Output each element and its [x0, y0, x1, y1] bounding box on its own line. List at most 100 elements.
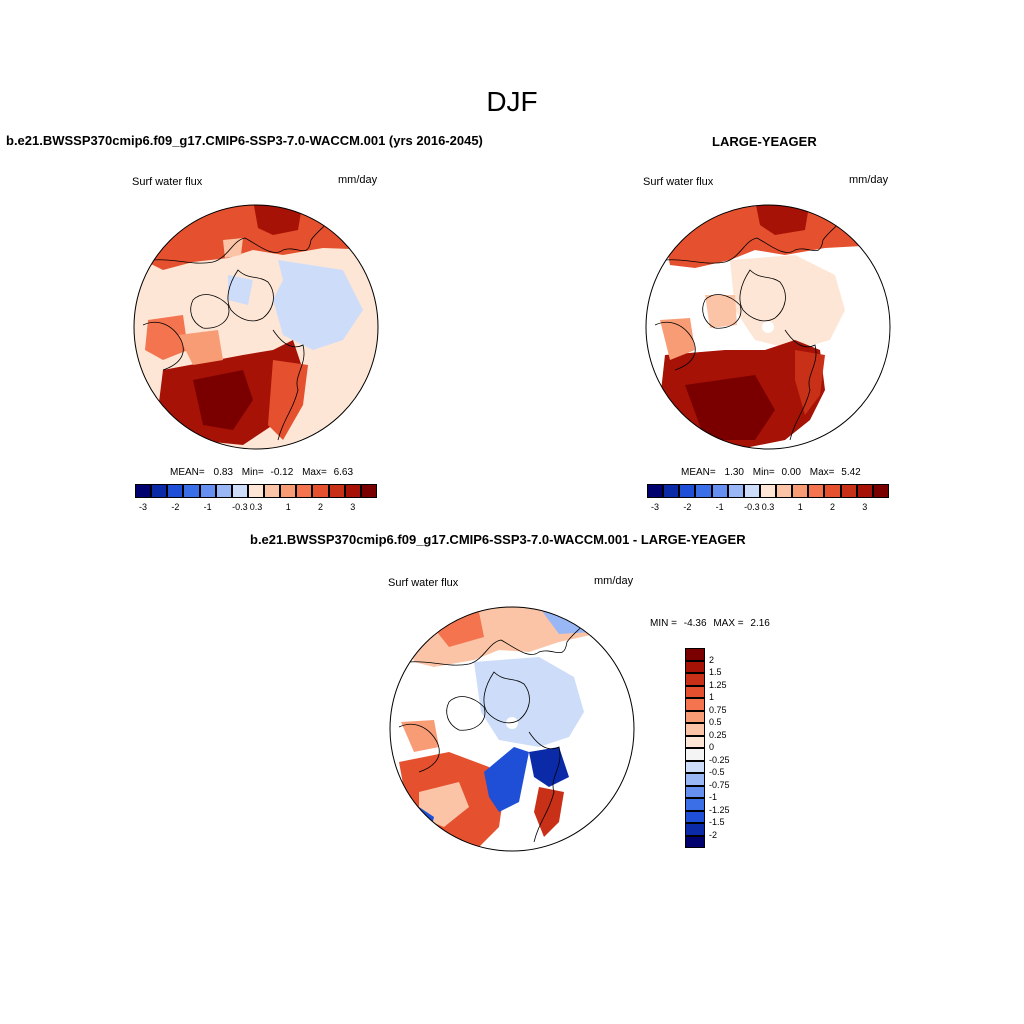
diff-field-europe [534, 787, 564, 837]
left-colorbar-tick-label: -2 [171, 502, 180, 512]
diff-colorbar [685, 648, 705, 848]
diff-min-value: -4.36 [683, 618, 707, 629]
right-coastline-greenland [739, 269, 786, 322]
right-colorbar-swatch [647, 484, 664, 498]
right-field-atlantic-max [685, 375, 775, 440]
left-max-label: Max= [302, 467, 327, 478]
right-colorbar-tick-label: 2 [830, 502, 836, 512]
left-colorbar-swatch [135, 484, 152, 498]
diff-colorbar-swatch [685, 760, 705, 773]
diff-colorbar-tick-label: -0.5 [709, 767, 725, 777]
left-colorbar-swatch [296, 484, 313, 498]
right-colorbar-swatch [824, 484, 841, 498]
diff-colorbar-tick-label: -1 [709, 792, 718, 802]
diff-colorbar-swatch [685, 723, 705, 736]
left-field-west-atlantic [145, 315, 188, 360]
right-colorbar-swatch [792, 484, 809, 498]
left-colorbar-tick-label: -0.3 [232, 502, 248, 512]
left-colorbar-tick-label: -1 [203, 502, 212, 512]
diff-colorbar-tick-label: 1 [709, 692, 715, 702]
diff-colorbar-tick-label: 1.5 [709, 667, 722, 677]
diff-colorbar-tick-label: 0.5 [709, 717, 722, 727]
figure-title: DJF [486, 86, 538, 117]
right-field-arctic-ocean [730, 255, 845, 350]
right-variable-label: Surf water flux [643, 176, 714, 188]
diff-colorbar-tick-label: -1.25 [709, 804, 730, 815]
diff-colorbar-swatch [685, 660, 705, 673]
right-colorbar-tick-label: 1 [797, 502, 803, 512]
right-units-label: mm/day [849, 174, 889, 186]
diff-colorbar-tick-label: 0 [709, 742, 715, 752]
left-field-siberia-patch [223, 238, 243, 258]
left-variable-label: Surf water flux [132, 176, 203, 188]
left-colorbar-labels: -3 -2 -1 -0.3 0.3 1 2 3 [135, 502, 377, 514]
diff-colorbar-swatch [685, 648, 705, 661]
left-coastline-greenland [227, 269, 274, 322]
left-polar-map [133, 204, 379, 450]
diff-min-label: MIN = [650, 618, 677, 629]
left-colorbar-swatch [167, 484, 184, 498]
diff-colorbar-swatch [685, 785, 705, 798]
diff-colorbar-swatch [685, 735, 705, 748]
right-colorbar-swatch [727, 484, 744, 498]
right-min-value: 0.00 [781, 467, 801, 478]
left-coastline-eurasia [152, 214, 334, 264]
left-colorbar-swatch [280, 484, 297, 498]
diff-colorbar-tick-label: -0.75 [709, 779, 730, 790]
left-colorbar [135, 484, 377, 498]
right-colorbar-swatch [759, 484, 777, 498]
left-colorbar-swatch [215, 484, 232, 498]
left-colorbar-tick-label: 3 [350, 502, 356, 512]
left-colorbar-swatch [199, 484, 216, 498]
right-colorbar-swatch [663, 484, 680, 498]
diff-map-boundary [389, 606, 635, 852]
diff-coastline-europe [528, 731, 561, 843]
right-colorbar-swatch [856, 484, 873, 498]
left-field-arctic-ocean [273, 260, 363, 350]
left-coastline-europe [272, 329, 305, 441]
diff-colorbar-swatch [685, 810, 705, 823]
right-colorbar-tick-label: -0.3 [744, 502, 760, 512]
diff-field-barents-negative [529, 747, 569, 787]
diff-colorbar-tick-label: -0.25 [709, 754, 730, 765]
left-max-value: 6.63 [333, 467, 354, 478]
right-colorbar-tick-label: -3 [651, 502, 660, 512]
diff-colorbar-swatch [685, 823, 705, 836]
left-coastline-canada [142, 321, 184, 371]
left-colorbar-swatch [231, 484, 248, 498]
right-min-label: Min= [752, 467, 775, 478]
left-field-europe [268, 360, 308, 440]
diff-colorbar-swatch [685, 673, 705, 686]
diff-minmax: MIN = -4.36 MAX = 2.16 [650, 618, 770, 629]
right-pole-hole [762, 321, 774, 333]
left-stats: MEAN= 0.83 Min= -0.12 Max= 6.63 [170, 467, 353, 478]
diff-colorbar-swatch [685, 710, 705, 723]
diff-coastline-eurasia [408, 616, 590, 666]
left-panel-title: b.e21.BWSSP370cmip6.f09_g17.CMIP6-SSP3-7… [6, 133, 483, 148]
diff-units-label: mm/day [594, 575, 634, 587]
left-colorbar-tick-label: 1 [285, 502, 291, 512]
left-colorbar-tick-label: -3 [139, 502, 148, 512]
left-colorbar-swatch [360, 484, 377, 498]
right-stats: MEAN= 1.30 Min= 0.00 Max= 5.42 [681, 467, 861, 478]
right-colorbar-tick-label: -1 [715, 502, 724, 512]
right-coastline-archipelago [702, 294, 742, 329]
diff-field-west-atlantic [401, 720, 439, 752]
diff-colorbar-swatch [685, 698, 705, 711]
right-colorbar [647, 484, 889, 498]
right-colorbar-labels: -3 -2 -1 -0.3 0.3 1 2 3 [647, 502, 889, 514]
right-colorbar-tick-label: 0.3 [761, 502, 775, 512]
right-max-label: Max= [809, 467, 835, 478]
left-colorbar-swatch [247, 484, 265, 498]
right-coastline-europe [784, 329, 817, 441]
right-colorbar-swatch [840, 484, 857, 498]
diff-colorbar-swatch [685, 685, 705, 698]
left-colorbar-swatch [328, 484, 345, 498]
left-mean-label: MEAN= [170, 467, 205, 478]
diff-colorbar-tick-label: 2 [709, 654, 715, 665]
left-colorbar-swatch [344, 484, 361, 498]
left-mean-value: 0.83 [213, 467, 233, 478]
right-polar-map [645, 204, 891, 450]
left-colorbar-swatch [151, 484, 168, 498]
diff-colorbar-swatch [685, 748, 705, 761]
